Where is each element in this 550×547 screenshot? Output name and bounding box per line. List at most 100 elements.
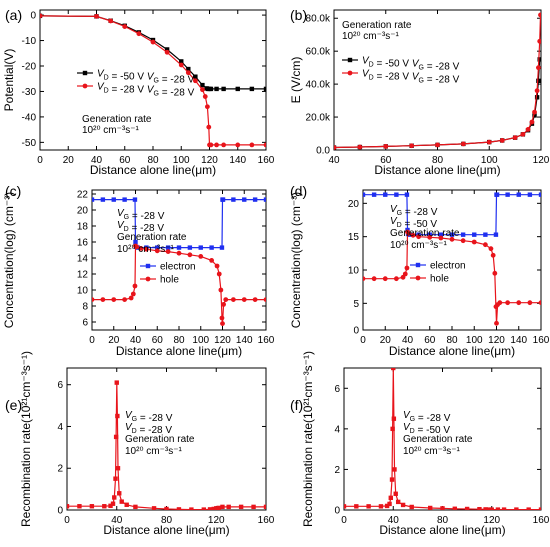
panel-b-xtick-label-1: 60 (380, 155, 392, 166)
panel-d-series-electron-point-10 (438, 232, 444, 237)
panel-d-series-hole-point-11 (427, 234, 433, 240)
panel-d-series-hole-point-25 (516, 300, 522, 306)
panel-c-series-electron-point-2 (111, 197, 116, 202)
panel-f-series-0-point-26 (514, 507, 519, 510)
panel-f-ytick-label-2: 4 (334, 424, 340, 435)
panel-c-ylabel: Concentration(log) (cm⁻³) (2, 192, 16, 328)
panel-a-xlabel: Distance alone line(μm) (90, 163, 216, 177)
panel-c-ytick-label-5: 16 (77, 238, 89, 249)
panel-c-series-hole-point-17 (214, 263, 220, 269)
panel-e-series-0-point-13 (119, 499, 124, 504)
panel-b-annotation-0: Generation rate (342, 20, 412, 31)
panel-c-series-hole-point-19 (218, 287, 224, 293)
panel-f-xtick-label-3: 120 (483, 515, 500, 526)
panel-b-series-vdvvgv-point-9 (520, 131, 526, 137)
panel-d-ytick-label-3: 15 (348, 232, 360, 243)
panel-a-series-vdvvgv-point-3 (122, 24, 128, 29)
panel-e-annotation-1: VD = -28 V (125, 422, 172, 436)
panel-d-series-hole-point-0 (363, 276, 366, 282)
panel-c-xtick-label-6: 120 (214, 335, 231, 346)
panel-e-series-0-point-24 (216, 505, 221, 510)
panel-f-series-0-point-15 (409, 504, 414, 510)
panel-d-ytick-label-0: 0 (353, 326, 359, 337)
panel-e-series-0-point-29 (263, 504, 266, 510)
panel-d-series-hole-point-21 (494, 320, 499, 326)
panel-d-ytick-label-1: 5 (353, 299, 359, 310)
panel-a-series-vdvvgv-point-11 (202, 94, 208, 99)
panel-c-series-electron-point-17 (220, 197, 226, 202)
panel-c-series-electron-point-21 (263, 197, 266, 202)
panel-d-xtick-label-8: 160 (533, 335, 550, 346)
panel-a-series-vdvvgv-point-9 (192, 78, 198, 84)
panel-b-ytick-label-1: 20.0k (306, 113, 331, 124)
panel-c-series-electron-point-5 (133, 239, 138, 245)
panel-f-ytick-label-0: 0 (334, 506, 340, 517)
panel-d-legend-label-0: electron (430, 261, 466, 272)
panel-a-series-vdvvgv-point-13 (206, 124, 212, 130)
panel-a-series-vdvvgv-point-5 (150, 39, 156, 45)
panel-b-series-vdvvgv-point-2 (383, 143, 389, 149)
panel-d-xtick-label-7: 140 (510, 335, 527, 346)
panel-c-series-electron (92, 197, 266, 250)
panel-b-ytick-label-4: 80.0k (306, 14, 331, 25)
panel-a-xtick-label-3: 60 (119, 155, 131, 166)
panel-a-ylabel: Potential(V) (2, 49, 16, 112)
panel-e-series-0-point-20 (201, 507, 207, 510)
panel-b-legend-point-legend-1 (347, 70, 353, 76)
panel-e-ytick-label-0: 0 (57, 506, 63, 517)
panel-a-xtick-label-1: 20 (63, 155, 75, 166)
panel-e-xlabel: Distance alone line(μm) (103, 523, 229, 537)
panel-b-xtick-label-2: 80 (432, 155, 444, 166)
panel-a-series-vdvvgv-point-8 (185, 70, 191, 76)
panel-d-series-hole-point-6 (404, 265, 410, 271)
panel-a-legend-point-legend-0 (82, 70, 88, 76)
panel-a-series-vdvvgv-point-18 (235, 142, 241, 148)
panel-a-series-vdvvgv-point-18 (249, 86, 255, 92)
panel-f-annotation-2: Generation rate (403, 434, 473, 445)
panel-b-series-vdvvgv-point-7 (499, 138, 505, 143)
panel-b-ytick-label-2: 40.0k (306, 80, 331, 91)
panel-a-series-vdvvgv-point-16 (221, 86, 226, 92)
panel-f-series-0-point-11 (392, 467, 397, 472)
panel-e-series-0-point-3 (102, 504, 107, 509)
panel-d-annotation-0: VG = -28 V (390, 204, 438, 218)
panel-c-series-electron-point-14 (209, 245, 214, 250)
panel-d-annotation-2: Generation rate (390, 228, 460, 239)
panel-e-series-0-point-19 (189, 507, 194, 510)
panel-b-series-vdvvgv-point-8 (512, 135, 518, 141)
panel-c-series-electron-point-9 (155, 245, 160, 250)
panel-e-series-0-point-6 (112, 495, 117, 500)
panel-c-ytick-label-6: 18 (77, 222, 89, 233)
panel-b-series-vdvvgv-point-11 (529, 119, 535, 125)
panel-b-series-vdvvgv-point-4 (435, 142, 440, 148)
panel-e-series-0-point-21 (207, 507, 213, 510)
panel-a-series-vdvvgv-point-0 (40, 13, 43, 19)
panel-f-series-0-point-14 (400, 502, 406, 508)
panel-a-annotation-legend-0: VD = -50 V VG = -28 V (97, 69, 195, 86)
panel-d-series-hole-point-5 (402, 271, 408, 277)
panel-c-ytick-label-0: 6 (82, 318, 88, 329)
panel-a-series-vdvvgv-point-19 (249, 142, 255, 148)
panel-a-ytick-label-3: -30 (22, 87, 37, 98)
panel-f-xlabel: Distance alone line(μm) (379, 523, 505, 537)
panel-c-xtick-label-4: 80 (173, 335, 185, 346)
panel-c-ytick-label-7: 20 (77, 206, 89, 217)
panel-c-series-hole-point-24 (230, 297, 236, 302)
panel-a-xtick-label-8: 160 (258, 155, 275, 166)
panel-d-series-hole-point-17 (488, 246, 494, 252)
panel-d-annotation-1: VD = -50 V (390, 216, 437, 230)
panel-b-series-vdvvgv-point-6 (486, 139, 492, 145)
panel-c-series-hole-point-26 (252, 297, 258, 302)
panel-a-series-vdvvgv-point-2 (108, 18, 114, 24)
panel-f-series-0-point-19 (464, 506, 470, 510)
panel-a-xtick-label-6: 120 (201, 155, 218, 166)
panel-d-series-hole-point-3 (393, 276, 399, 282)
panel-b-ytick-label-3: 60.0k (306, 47, 331, 58)
panel-f-annotation-0: VG = -28 V (403, 410, 451, 424)
panel-f-ytick-label-3: 6 (334, 384, 340, 395)
panel-f-series-0-point-13 (395, 499, 401, 505)
panel-f-xtick-label-4: 160 (533, 515, 550, 526)
panel-c-series-hole-point-8 (134, 244, 139, 250)
panel-c-ytick-label-2: 10 (77, 286, 89, 297)
panel-c-series-hole-point-1 (100, 297, 106, 302)
